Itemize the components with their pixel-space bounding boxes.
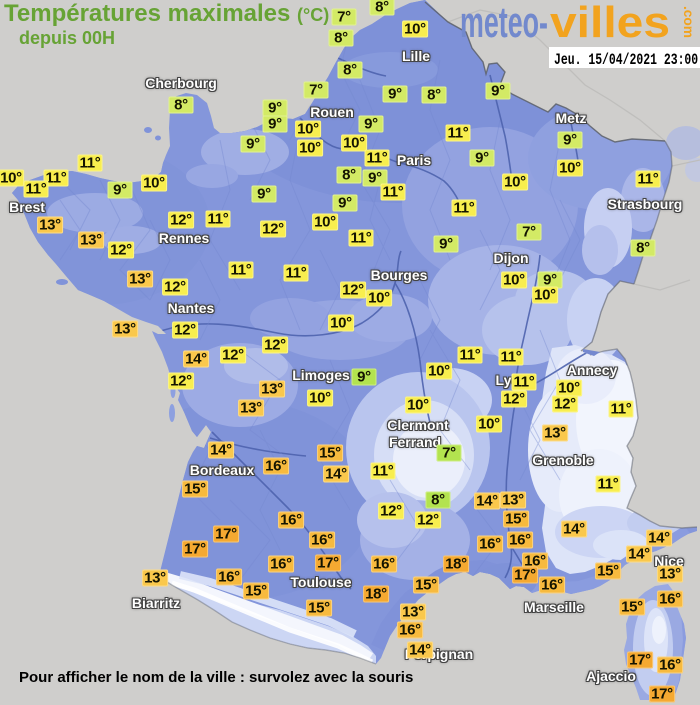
svg-text:meteo-: meteo- <box>460 0 548 46</box>
svg-text:.com: .com <box>681 6 697 38</box>
svg-text:villes: villes <box>550 0 670 46</box>
